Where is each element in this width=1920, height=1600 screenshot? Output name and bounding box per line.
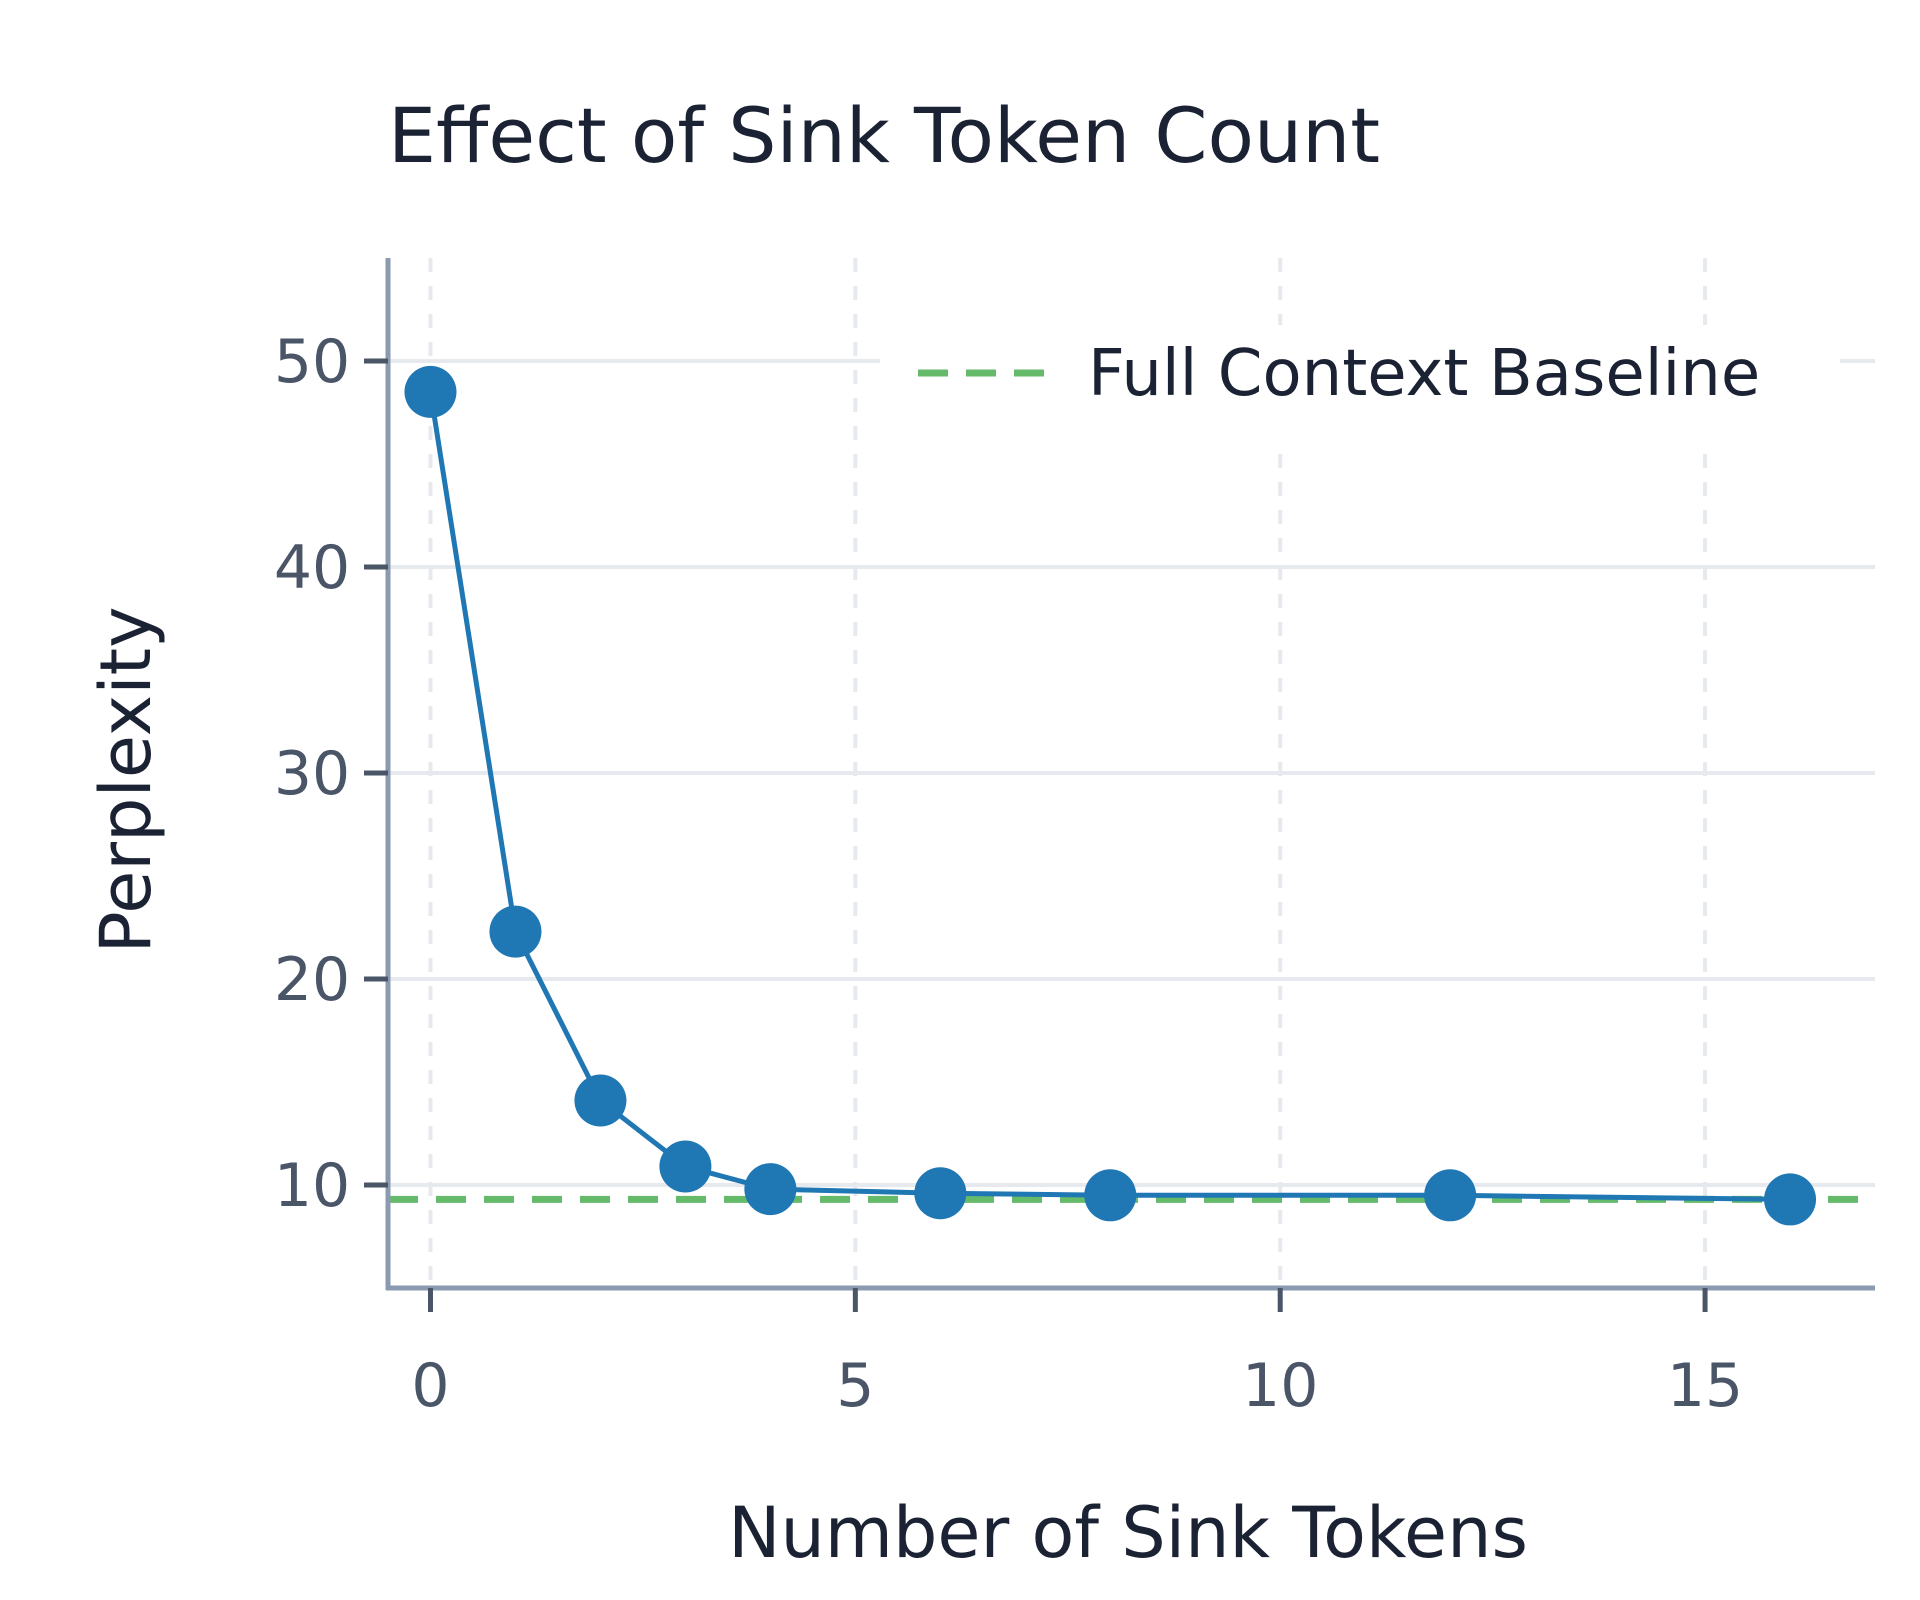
data-point (1764, 1173, 1817, 1226)
x-tick-label: 0 (411, 1351, 449, 1421)
legend-label: Full Context Baseline (1088, 337, 1760, 411)
data-point (404, 365, 457, 418)
data-point (659, 1140, 712, 1193)
x-tick-label: 15 (1667, 1351, 1743, 1421)
x-axis-label: Number of Sink Tokens (728, 1492, 1528, 1574)
series-line (428, 391, 1791, 1202)
data-point (1424, 1169, 1477, 1222)
legend: Full Context Baseline (880, 325, 1840, 445)
x-tick-label: 10 (1242, 1351, 1318, 1421)
y-tick-label: 40 (274, 533, 350, 603)
y-tick-label: 20 (274, 945, 350, 1015)
series-layer (404, 365, 1817, 1226)
x-tick-label: 5 (836, 1351, 874, 1421)
data-point (574, 1074, 627, 1127)
legend-background (880, 325, 1840, 445)
y-tick-label: 50 (274, 327, 350, 397)
y-axis-label: Perplexity (85, 606, 167, 953)
data-point (744, 1163, 797, 1216)
y-tick-label: 30 (274, 739, 350, 809)
chart-title: Effect of Sink Token Count (388, 91, 1380, 180)
data-point (914, 1167, 967, 1220)
data-point (1084, 1169, 1137, 1222)
ticks: 10 20 30 40 50 0 5 10 15 (274, 327, 1743, 1421)
y-tick-label: 10 (274, 1151, 350, 1221)
data-point (489, 905, 542, 958)
